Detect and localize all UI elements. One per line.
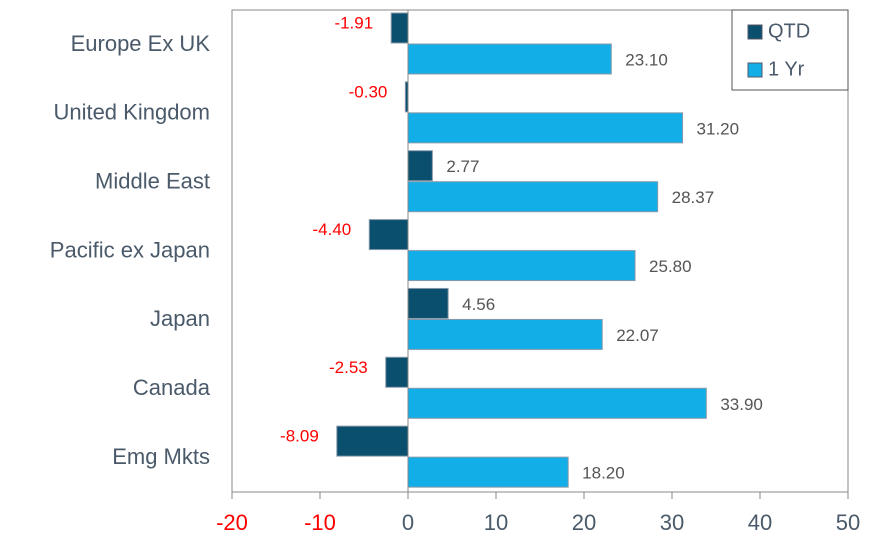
- value-label: 31.20: [697, 119, 740, 138]
- category-label: United Kingdom: [53, 100, 210, 125]
- x-tick-label: 0: [402, 510, 414, 535]
- bar: [385, 356, 409, 388]
- legend: QTD 1 Yr: [731, 9, 849, 91]
- value-label: -4.40: [313, 220, 352, 239]
- bar: [407, 150, 433, 182]
- plot-frame: [231, 9, 849, 493]
- x-tick-label: -20: [216, 510, 248, 535]
- value-label: -2.53: [329, 358, 368, 377]
- category-label: Middle East: [95, 169, 210, 194]
- legend-swatch: [747, 24, 763, 40]
- x-tick-label: 10: [484, 510, 508, 535]
- value-label: 2.77: [446, 157, 479, 176]
- x-tick-label: 20: [572, 510, 596, 535]
- bar: [407, 181, 659, 213]
- x-tick-label: 50: [836, 510, 860, 535]
- category-label: Pacific ex Japan: [50, 237, 210, 262]
- category-label: Europe Ex UK: [71, 31, 211, 56]
- value-label: 25.80: [649, 257, 692, 276]
- bar: [407, 250, 636, 282]
- bar: [336, 425, 409, 457]
- value-label: 33.90: [720, 395, 763, 414]
- value-label: 23.10: [625, 50, 668, 69]
- category-label: Emg Mkts: [112, 444, 210, 469]
- bar: [407, 287, 449, 319]
- x-tick-label: -10: [304, 510, 336, 535]
- value-label: 28.37: [672, 188, 715, 207]
- bar: [407, 43, 612, 75]
- value-label: -8.09: [280, 427, 319, 446]
- category-label: Canada: [133, 375, 211, 400]
- x-tick-label: 40: [748, 510, 772, 535]
- legend-label: 1 Yr: [768, 58, 805, 80]
- bar: [407, 112, 684, 144]
- value-label: -0.30: [349, 82, 388, 101]
- bar: [368, 219, 409, 251]
- legend-swatch: [747, 62, 763, 78]
- x-tick-label: 30: [660, 510, 684, 535]
- category-label: Japan: [150, 306, 210, 331]
- bar: [407, 318, 603, 350]
- bar: [390, 12, 409, 44]
- legend-label: QTD: [768, 20, 810, 42]
- bar: [407, 387, 707, 419]
- value-label: 18.20: [582, 464, 625, 483]
- bar: [407, 456, 569, 488]
- value-label: 22.07: [616, 326, 659, 345]
- value-label: 4.56: [462, 295, 495, 314]
- value-label: -1.91: [334, 13, 373, 32]
